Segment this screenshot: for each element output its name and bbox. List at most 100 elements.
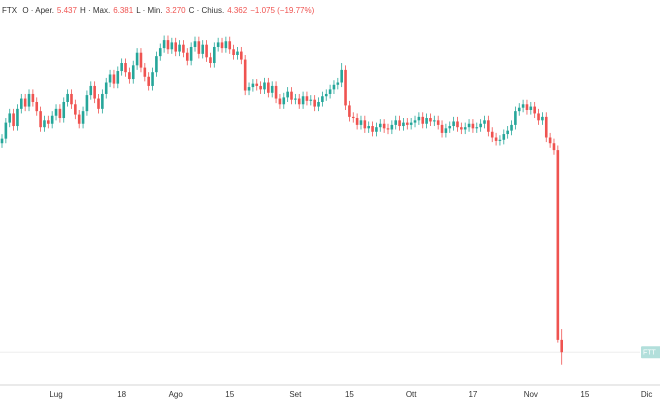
candle-body (178, 44, 181, 52)
candle-body (23, 98, 27, 107)
candle-body (544, 116, 548, 138)
candle-body (143, 67, 147, 77)
candle-body (120, 63, 123, 72)
field-label: O · Aper. (22, 6, 54, 15)
candle-body (321, 96, 324, 102)
candle-body (27, 93, 31, 107)
candle-body (479, 123, 482, 128)
candle-body (274, 85, 278, 99)
candle-body (108, 74, 112, 83)
candle-body (560, 339, 563, 353)
candle-body (286, 91, 289, 98)
field-value: 4.362 (227, 6, 248, 15)
candle-body (139, 52, 143, 68)
candle-body (174, 42, 177, 52)
candle-body (398, 120, 401, 127)
candle-body (425, 118, 428, 124)
candle-body (460, 127, 463, 130)
candle-body (448, 126, 452, 129)
candle-body (348, 105, 351, 117)
candle-body (429, 118, 432, 122)
candle-body (525, 104, 529, 110)
candle-body (8, 113, 12, 123)
candle-body (228, 41, 232, 50)
candle-body (58, 108, 62, 119)
candle-body (386, 128, 390, 130)
field-label: C · Chius. (188, 6, 225, 15)
candle-body (309, 99, 313, 101)
candle-body (541, 116, 544, 121)
candle-body (301, 96, 305, 105)
x-tick-label: 18 (117, 390, 126, 399)
candle-body (70, 93, 73, 105)
field-value: 6.381 (113, 6, 134, 15)
candle-body (494, 137, 498, 141)
candle-body (128, 72, 131, 80)
candle-body (363, 120, 367, 129)
field-label: H · Max. (79, 6, 111, 15)
candle-body (216, 42, 220, 47)
candle-body (402, 122, 405, 127)
candle-body (209, 57, 212, 64)
candle-body (490, 131, 494, 138)
field-value: 5.437 (56, 6, 77, 15)
candle-body (77, 114, 81, 124)
candle-body (4, 122, 8, 139)
candle-body (351, 116, 355, 119)
candle-body (101, 93, 104, 109)
candle-body (147, 76, 150, 86)
candle-body (340, 69, 343, 83)
candle-body (328, 89, 332, 94)
candle-body (355, 118, 359, 125)
candle-body (201, 44, 205, 54)
candle-body (50, 115, 54, 124)
candle-body (270, 85, 274, 93)
candle-body (193, 41, 197, 47)
candle-body (263, 82, 266, 90)
candle-body (375, 127, 378, 132)
x-tick-label: 15 (225, 390, 234, 399)
price-label: FTT (643, 350, 657, 357)
candle-body (537, 113, 540, 121)
candle-body (278, 98, 282, 105)
candle-body (112, 74, 116, 84)
candle-body (31, 93, 35, 102)
candle-body (313, 99, 316, 107)
candle-body (533, 106, 536, 114)
candle-body (255, 83, 259, 86)
candle-body (81, 111, 85, 124)
candle-body (135, 52, 139, 66)
candle-body (116, 71, 120, 84)
candle-body (131, 65, 135, 80)
price-label-box (641, 346, 660, 359)
x-tick-label: 15 (580, 390, 589, 399)
candle-body (371, 126, 374, 132)
candle-body (382, 123, 386, 129)
x-tick-label: Set (289, 390, 302, 399)
candle-body (43, 120, 46, 128)
candle-body (232, 49, 235, 55)
candle-body (514, 111, 517, 125)
candle-body (517, 107, 521, 112)
candle-body (394, 120, 398, 125)
candle-body (243, 59, 247, 91)
candle-body (151, 72, 154, 86)
candle-body (124, 63, 127, 73)
candle-body (16, 108, 19, 127)
candle-body (409, 122, 413, 125)
candle-body (406, 122, 409, 125)
candle-body (89, 85, 93, 96)
candle-body (185, 52, 189, 61)
field-value: 3.270 (165, 6, 186, 15)
candle-body (421, 116, 425, 124)
candle-body (456, 121, 459, 128)
candle-body (436, 120, 440, 125)
candle-body (444, 128, 448, 133)
x-tick-label: Dic (641, 390, 653, 399)
candle-body (378, 123, 382, 128)
x-tick-label: 15 (345, 390, 354, 399)
candle-body (475, 127, 479, 129)
candle-body (20, 98, 23, 109)
